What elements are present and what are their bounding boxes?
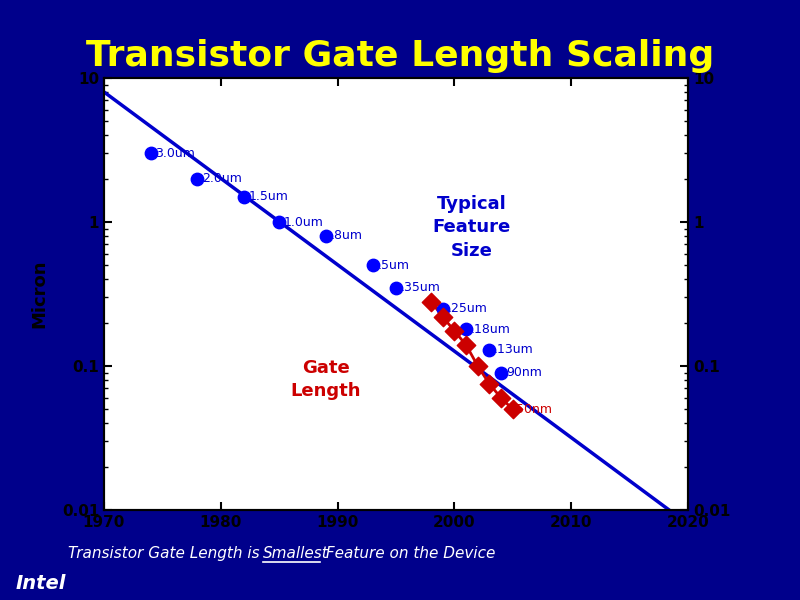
Point bbox=[319, 231, 332, 241]
Point bbox=[273, 217, 286, 227]
Text: 90nm: 90nm bbox=[506, 366, 542, 379]
Point bbox=[471, 361, 484, 371]
Point bbox=[436, 312, 449, 322]
Point bbox=[436, 304, 449, 313]
Point bbox=[425, 297, 438, 307]
Point bbox=[191, 174, 204, 184]
Point bbox=[494, 368, 507, 377]
Text: Typical
Feature
Size: Typical Feature Size bbox=[433, 194, 511, 260]
Text: Smallest: Smallest bbox=[263, 546, 329, 562]
Text: .8um: .8um bbox=[330, 229, 362, 242]
Point bbox=[238, 192, 250, 202]
Point bbox=[366, 260, 379, 270]
Point bbox=[460, 325, 473, 334]
Text: .25um: .25um bbox=[447, 302, 487, 315]
Y-axis label: Micron: Micron bbox=[30, 260, 48, 328]
Point bbox=[483, 379, 496, 389]
Text: Feature on the Device: Feature on the Device bbox=[321, 546, 495, 562]
Point bbox=[483, 345, 496, 355]
Point bbox=[144, 148, 157, 158]
Point bbox=[390, 283, 402, 292]
Text: Transistor Gate Length Scaling: Transistor Gate Length Scaling bbox=[86, 39, 714, 73]
Text: Transistor Gate Length is: Transistor Gate Length is bbox=[68, 546, 265, 562]
Point bbox=[460, 340, 473, 350]
Text: 1.0um: 1.0um bbox=[284, 215, 324, 229]
Point bbox=[506, 404, 519, 414]
Text: .5um: .5um bbox=[378, 259, 410, 272]
Text: 3.0um: 3.0um bbox=[155, 147, 195, 160]
Point bbox=[494, 393, 507, 403]
Text: 50nm: 50nm bbox=[516, 403, 552, 416]
Text: Intel: Intel bbox=[16, 574, 66, 593]
Text: Gate
Length: Gate Length bbox=[290, 359, 361, 400]
Text: .35um: .35um bbox=[401, 281, 441, 294]
Text: 2.0um: 2.0um bbox=[202, 172, 242, 185]
Text: .13um: .13um bbox=[494, 343, 534, 356]
Text: 1.5um: 1.5um bbox=[249, 190, 289, 203]
Text: .18um: .18um bbox=[470, 323, 510, 336]
Point bbox=[448, 326, 461, 336]
